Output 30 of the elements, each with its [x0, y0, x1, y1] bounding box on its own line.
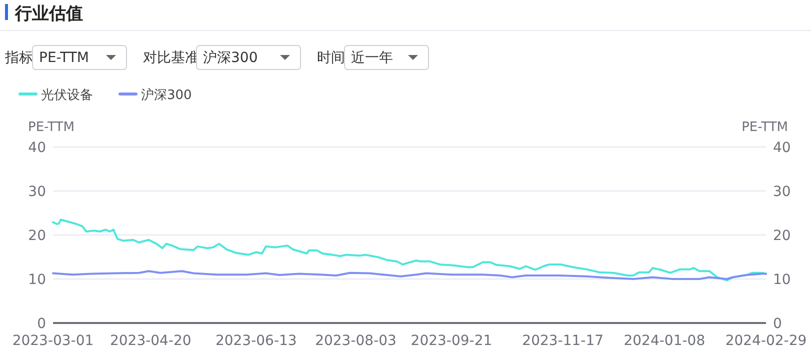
x-tick-label: 2023-04-20 [110, 333, 192, 349]
y2-tick-label: 0 [773, 316, 782, 332]
x-tick-label: 2023-09-21 [410, 333, 492, 349]
y-tick-label: 10 [28, 272, 46, 288]
legend-label: 沪深300 [141, 87, 192, 103]
y2-tick-label: 10 [773, 272, 791, 288]
line-series [52, 270, 767, 280]
y-tick-label: 40 [28, 140, 46, 156]
text: 沪深300 [203, 50, 258, 66]
line-series [52, 218, 767, 282]
x-tick-label: 2024-02-29 [725, 333, 807, 349]
y-tick-label: 30 [28, 184, 46, 200]
chart-title: 行业估值 [14, 4, 83, 24]
text: 时间 [317, 50, 345, 66]
y2-tick-label: 20 [773, 228, 791, 244]
y-tick-label: 20 [28, 228, 46, 244]
x-tick-label: 2023-11-17 [522, 333, 604, 349]
y2-axis-title: PE-TTM [742, 120, 788, 135]
x-tick-label: 2023-06-13 [215, 333, 297, 349]
x-tick-label: 2023-08-03 [315, 333, 396, 349]
y-tick-label: 0 [37, 316, 46, 332]
x-tick-label: 2024-01-08 [624, 333, 706, 349]
text: 指标 [4, 50, 33, 66]
y2-tick-label: 30 [773, 184, 791, 200]
text: PE-TTM [39, 50, 89, 66]
legend-label: 光伏设备 [41, 88, 93, 103]
x-tick-label: 2023-03-01 [12, 333, 94, 349]
y2-tick-label: 40 [773, 140, 791, 156]
text: 近一年 [351, 50, 393, 66]
y-axis-title: PE-TTM [28, 120, 74, 135]
